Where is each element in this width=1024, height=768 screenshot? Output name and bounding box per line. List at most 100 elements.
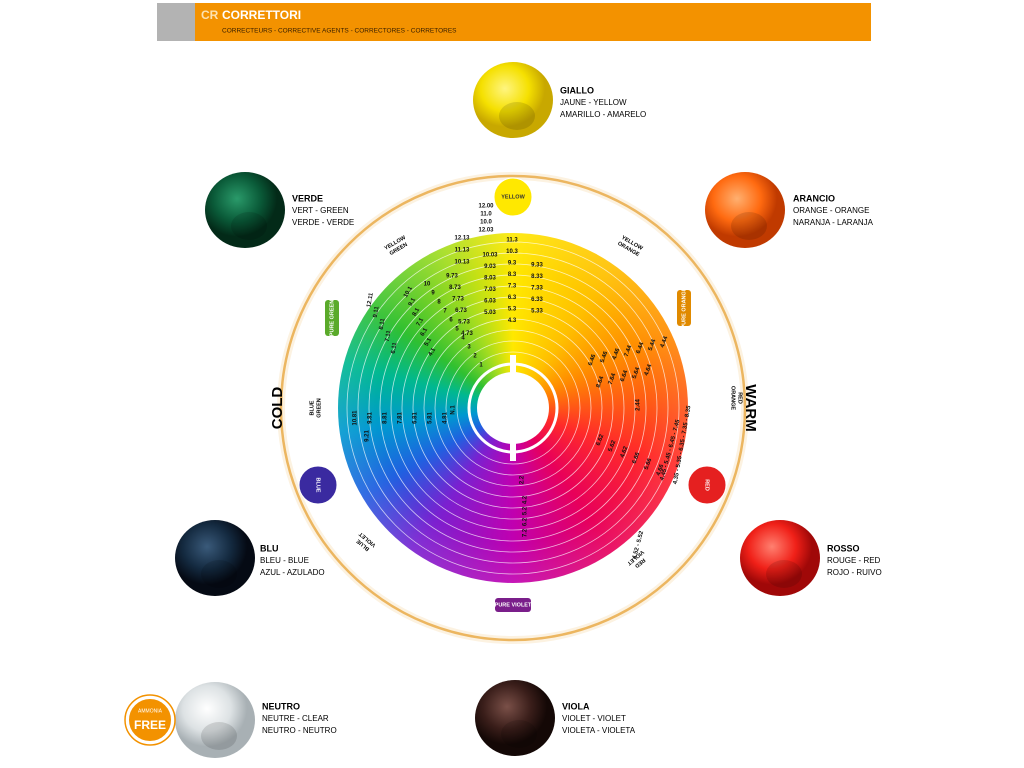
shade-code: 11.3 [506, 238, 518, 244]
shade-code: 8.3 [508, 272, 517, 278]
marker-label: BLUE [315, 478, 321, 493]
swatch-translation: ROUGE - RED [827, 556, 881, 565]
center-gap [510, 355, 516, 375]
shade-code: 9 [431, 291, 435, 297]
shade-code: 7.03 [484, 287, 496, 293]
wheel-ring [368, 263, 658, 553]
marker [325, 300, 339, 336]
outer-ring [279, 174, 747, 642]
shade-code: 6.66 [632, 451, 642, 465]
hair-swatch-shade [501, 720, 537, 748]
shade-code: 8.03 [484, 276, 496, 282]
shade-code: 11.13 [455, 248, 470, 254]
shade-code: 5.1 [424, 337, 434, 348]
wheel-ring [423, 318, 603, 498]
shade-code: 4 [461, 336, 465, 342]
wheel-ring [456, 351, 570, 465]
shade-code: 11.0 [480, 212, 492, 218]
shade-code: 9.1 [408, 297, 418, 308]
shade-code: 6.64 [620, 369, 630, 383]
wheel-ring [390, 285, 636, 531]
shade-code: 8.33 [531, 274, 543, 280]
swatch-translation: AMARILLO - AMARELO [560, 110, 646, 119]
shade-code: 9.3 [508, 261, 517, 267]
shade-code: 9.03 [484, 264, 496, 270]
shade-code: 4.2 [523, 495, 529, 504]
shade-code: 6 [449, 318, 453, 324]
shade-code: 8 [437, 300, 441, 306]
shade-code: 7.73 [452, 297, 464, 303]
shade-code: 9.81 [368, 412, 374, 424]
shade-code: 6.1 [420, 327, 430, 338]
swatch-translation: VERT - GREEN [292, 206, 349, 215]
shade-code: 6.73 [455, 308, 467, 314]
hair-swatch-shade [766, 560, 802, 588]
shade-code: 9.33 [531, 263, 543, 269]
center-hole [477, 372, 549, 444]
shade-code: 4.64 [644, 363, 654, 377]
shade-code: 12.11 [366, 292, 375, 308]
shade-code: 10.0 [480, 220, 492, 226]
badge-top: AMMONIA [138, 708, 163, 714]
shade-code: 5.62 [608, 439, 618, 453]
shade-code: 5 [455, 327, 459, 333]
swatch-translation: ROJO - RUIVO [827, 568, 882, 577]
hair-swatch-shade [499, 102, 535, 130]
shade-code: 2 [473, 354, 477, 360]
shade-code: N.1 [451, 405, 457, 415]
shade-code: 10 [424, 282, 431, 288]
shade-code: 9.73 [446, 274, 458, 280]
shade-code: 10.03 [482, 253, 498, 259]
swatch-name: VIOLA [562, 701, 590, 711]
badge-ring [124, 694, 176, 746]
shade-code: 6.03 [484, 299, 496, 305]
shade-code: 10.1 [403, 285, 414, 299]
swatch-name: ARANCIO [793, 193, 835, 203]
shade-code: 6.33 [531, 297, 543, 303]
header-bar [157, 3, 871, 41]
marker-label: PURE VIOLET [495, 602, 532, 608]
header-subtitle: CORRECTEURS - CORRECTIVE AGENTS - CORREC… [222, 28, 457, 35]
shade-code: 9.21 [365, 430, 371, 442]
swatch-translation: NEUTRE - CLEAR [262, 714, 329, 723]
shade-code: 9.11 [373, 305, 381, 318]
shade-code: 7 [443, 309, 447, 315]
swatch-translation: JAUNE - YELLOW [560, 98, 627, 107]
swatch-translation: ORANGE - ORANGE [793, 206, 869, 215]
shade-code: 7.2 [523, 528, 529, 537]
wheel-ring [357, 252, 669, 564]
shade-code: 6.44 [636, 341, 646, 355]
shade-code: 7.3 [508, 284, 517, 290]
shade-code: 6.11 [391, 341, 399, 354]
sector-label: ORANGE [730, 386, 736, 410]
hair-swatch [705, 172, 785, 248]
shade-code: 10.3 [506, 249, 518, 255]
shade-code: 5.44 [648, 338, 658, 352]
cold-label: COLD [269, 387, 286, 430]
swatch-name: NEUTRO [262, 701, 300, 711]
shade-code: 7.33 [531, 286, 543, 292]
marker-label: PURE GREEN [329, 300, 335, 336]
warm-label: WARM [742, 384, 759, 432]
sector-label: RED [737, 392, 743, 404]
marker-label: RED [704, 479, 710, 491]
wheel-ring [434, 329, 592, 487]
wheel-ring [346, 241, 680, 575]
sector-label: GREEN [316, 398, 322, 418]
shade-code: 4.73 [461, 331, 473, 337]
shade-code: 6.81 [413, 412, 419, 424]
marker [493, 177, 533, 217]
shade-code: 5.66 [644, 457, 654, 471]
shade-code: 4.81 [443, 412, 449, 424]
shade-code: 8.73 [449, 285, 461, 291]
marker [298, 465, 338, 505]
sector-label: BLUE [309, 400, 315, 415]
shade-code: 5.3 [508, 307, 517, 313]
header-code: CR [201, 8, 219, 22]
shade-code: 5.03 [484, 310, 496, 316]
hair-swatch-shade [231, 212, 267, 240]
shade-code: 4.3 [508, 318, 517, 324]
shade-code: 6.3 [508, 295, 517, 301]
